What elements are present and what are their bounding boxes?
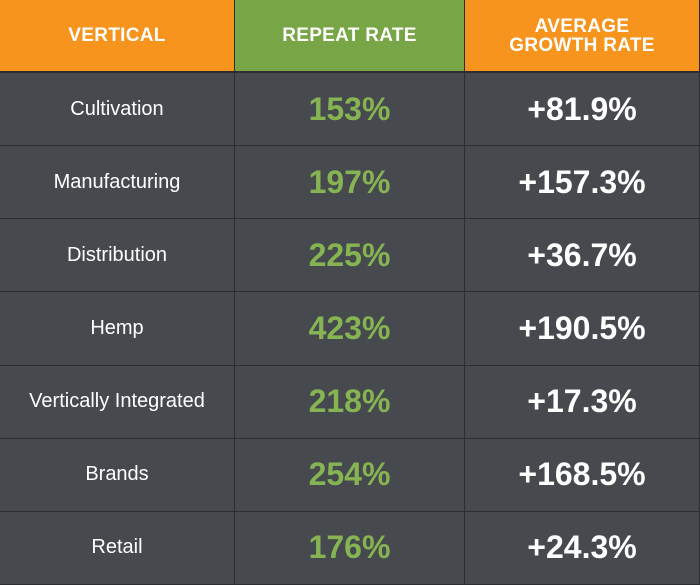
repeat-rate-cell: 423% <box>235 292 465 366</box>
vertical-cell: Distribution <box>0 219 235 293</box>
repeat-rate-cell: 176% <box>235 511 465 585</box>
vertical-cell: Hemp <box>0 292 235 366</box>
vertical-cell-text: Retail <box>91 536 143 559</box>
repeat-rate-cell: 218% <box>235 365 465 439</box>
repeat-rate-cell-text: 153% <box>308 90 391 127</box>
growth-rate-cell-text: +190.5% <box>518 309 646 346</box>
header-cell-text: VERTICAL <box>68 25 166 46</box>
growth-rate-cell-text: +36.7% <box>527 236 637 273</box>
repeat-rate-cell-text: 225% <box>308 236 391 273</box>
vertical-cell: Brands <box>0 438 235 512</box>
vertical-cell-text: Hemp <box>90 316 144 339</box>
growth-rate-cell: +81.9% <box>465 73 700 147</box>
repeat-rate-cell: 153% <box>235 73 465 147</box>
header-cell: VERTICAL <box>0 0 235 73</box>
header-cell-text: AVERAGE GROWTH RATE <box>509 15 655 56</box>
growth-rate-cell: +157.3% <box>465 146 700 220</box>
repeat-rate-cell: 225% <box>235 219 465 293</box>
repeat-rate-cell-text: 197% <box>308 163 391 200</box>
growth-rate-cell-text: +168.5% <box>518 456 646 493</box>
growth-rate-cell-text: +157.3% <box>518 163 646 200</box>
growth-rate-cell: +168.5% <box>465 438 700 512</box>
vertical-cell-text: Manufacturing <box>53 170 181 193</box>
vertical-cell-text: Cultivation <box>70 97 164 120</box>
vertical-cell-text: Brands <box>85 463 149 486</box>
growth-rate-cell-text: +17.3% <box>527 383 637 420</box>
vertical-cell: Vertically Integrated <box>0 365 235 439</box>
repeat-rate-cell-text: 423% <box>308 309 391 346</box>
repeat-rate-cell-text: 218% <box>308 383 391 420</box>
growth-rate-cell-text: +81.9% <box>527 90 637 127</box>
growth-rate-cell: +24.3% <box>465 511 700 585</box>
vertical-cell: Manufacturing <box>0 146 235 220</box>
repeat-rate-cell-text: 176% <box>308 529 391 566</box>
repeat-rate-cell: 197% <box>235 146 465 220</box>
header-cell: AVERAGE GROWTH RATE <box>465 0 700 73</box>
header-cell: REPEAT RATE <box>235 0 465 73</box>
vertical-cell-text: Vertically Integrated <box>29 390 205 413</box>
repeat-rate-cell-text: 254% <box>308 456 391 493</box>
growth-rate-cell: +36.7% <box>465 219 700 293</box>
growth-rate-cell: +190.5% <box>465 292 700 366</box>
vertical-cell: Cultivation <box>0 73 235 147</box>
repeat-rate-cell: 254% <box>235 438 465 512</box>
growth-rate-cell: +17.3% <box>465 365 700 439</box>
vertical-cell: Retail <box>0 511 235 585</box>
header-cell-text: REPEAT RATE <box>282 25 417 46</box>
vertical-cell-text: Distribution <box>66 243 168 266</box>
growth-rate-cell-text: +24.3% <box>527 529 637 566</box>
